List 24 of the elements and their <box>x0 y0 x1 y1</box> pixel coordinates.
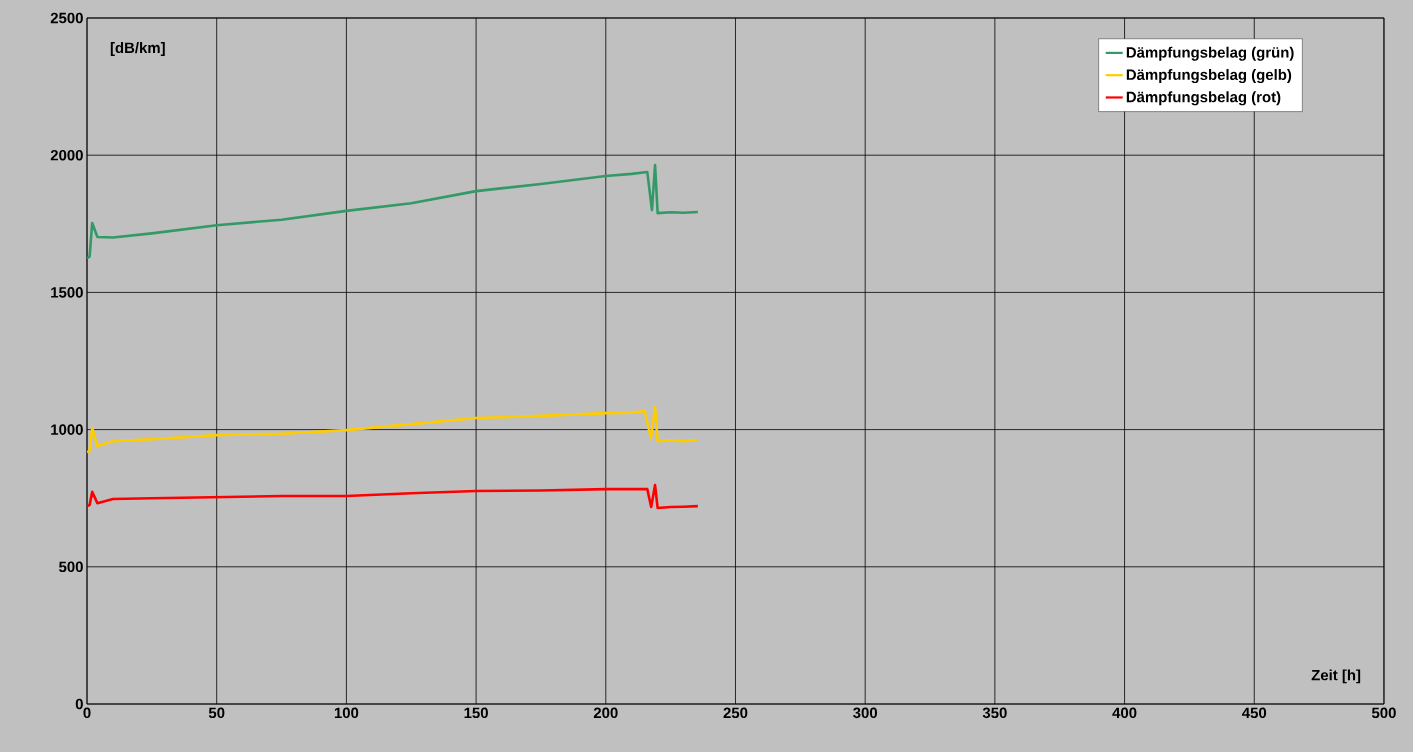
y-tick-label: 500 <box>59 561 83 573</box>
y-tick-label: 1500 <box>51 287 83 298</box>
line-series <box>87 405 700 454</box>
line-series <box>87 163 700 260</box>
x-tick-label: 450 <box>1242 707 1267 719</box>
y-tick-label: 0 <box>75 698 83 710</box>
x-tick-label: 0 <box>83 707 91 719</box>
x-tick-label: 400 <box>1112 707 1137 719</box>
y-tick-label: 1000 <box>51 424 83 435</box>
y-tick-label: 2000 <box>50 149 83 161</box>
x-tick-label: 350 <box>982 707 1007 719</box>
x-tick-label: 250 <box>723 707 748 719</box>
legend-label: Dämpfungsbelag (rot) <box>1126 91 1281 106</box>
x-tick-label: 50 <box>208 707 225 719</box>
x-tick-label: 200 <box>593 707 618 719</box>
x-tick-label: 300 <box>853 707 878 719</box>
x-tick-label: 100 <box>334 707 359 719</box>
legend-label: Dämpfungsbelag (gelb) <box>1126 69 1292 84</box>
x-tick-label: 500 <box>1371 707 1396 719</box>
legend-label: Dämpfungsbelag (grün) <box>1126 46 1294 61</box>
x-axis-title: Zeit [h] <box>1311 669 1361 684</box>
y-tick-label: 2500 <box>50 12 83 24</box>
y-axis-title: [dB/km] <box>110 42 165 57</box>
x-tick-label: 150 <box>464 707 488 719</box>
